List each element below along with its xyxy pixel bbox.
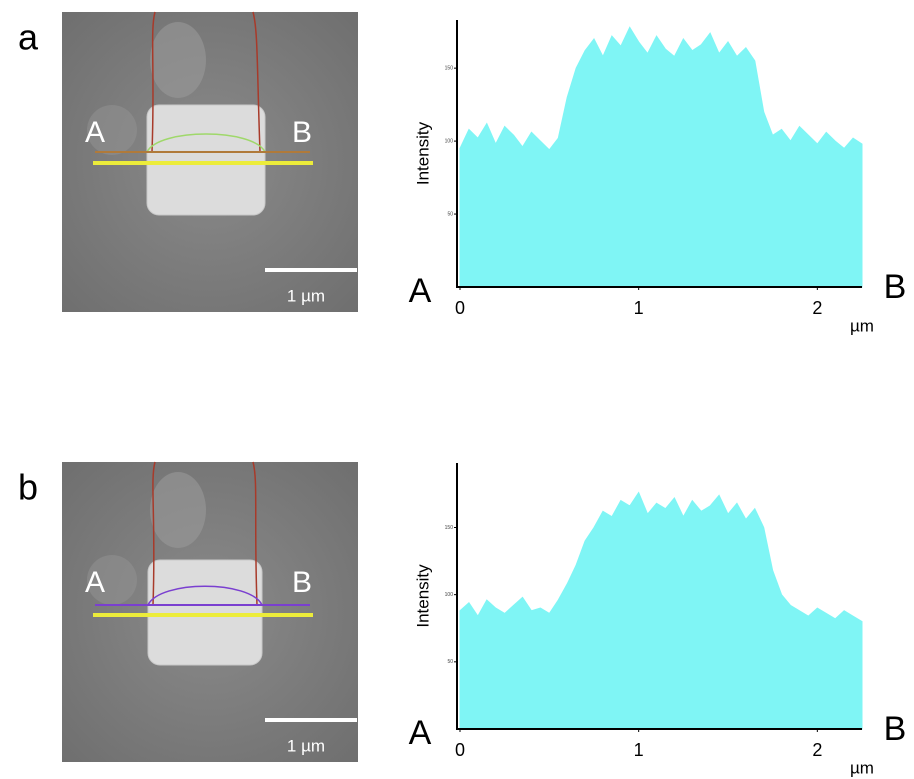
- point-b-label: B: [292, 566, 312, 599]
- particle-shadow: [150, 472, 206, 548]
- start-label: A: [409, 272, 432, 310]
- point-b-label: B: [292, 116, 312, 149]
- start-label: A: [409, 714, 432, 752]
- y-tick-label: 100: [445, 138, 454, 144]
- point-a-label: A: [85, 116, 105, 149]
- particle-shadow: [150, 22, 206, 98]
- eds-line: [252, 11, 261, 153]
- end-label: B: [884, 710, 907, 748]
- y-axis-label: Intensity: [413, 564, 432, 628]
- point-a-label: A: [85, 566, 105, 599]
- eds-line: [151, 11, 156, 153]
- end-label: B: [884, 268, 907, 306]
- particle-shadow: [87, 555, 137, 605]
- panel-label: a: [18, 17, 39, 58]
- y-tick-label: 50: [447, 211, 453, 217]
- eds-line: [252, 461, 258, 606]
- y-axis-label: Intensity: [413, 121, 432, 185]
- x-unit-label: µm: [850, 758, 874, 777]
- eds-line: [146, 133, 266, 153]
- x-tick-label: 1: [634, 298, 644, 318]
- particle-shadow: [87, 105, 137, 155]
- y-tick-label: 50: [447, 659, 453, 665]
- intensity-area: [459, 26, 863, 288]
- x-unit-label: µm: [850, 316, 874, 335]
- x-tick-label: 2: [812, 740, 822, 760]
- scale-bar-label: 1 µm: [287, 736, 325, 755]
- y-tick-label: 100: [445, 592, 454, 598]
- scale-bar-label: 1 µm: [287, 286, 325, 305]
- x-tick-label: 2: [812, 298, 822, 318]
- panel-label: b: [18, 467, 38, 508]
- eds-line: [152, 461, 156, 606]
- x-tick-label: 0: [455, 298, 465, 318]
- y-tick-label: 150: [445, 65, 454, 71]
- cube: [146, 104, 266, 216]
- x-tick-label: 1: [634, 740, 644, 760]
- eds-line: [147, 585, 263, 606]
- intensity-area: [459, 491, 863, 730]
- cube: [147, 559, 263, 666]
- x-tick-label: 0: [455, 740, 465, 760]
- y-tick-label: 150: [445, 525, 454, 531]
